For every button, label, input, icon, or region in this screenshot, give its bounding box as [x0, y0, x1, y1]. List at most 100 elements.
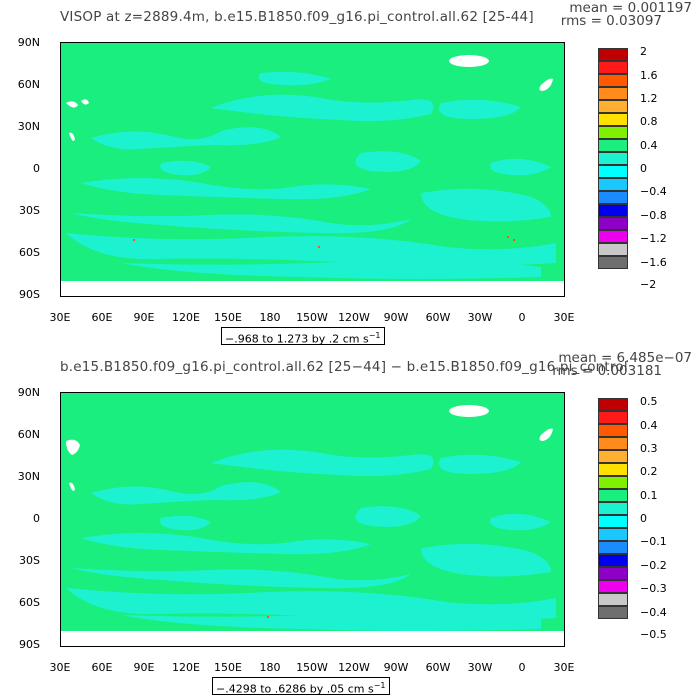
bottom-range-box: −.4298 to .6286 by .05 cm s−1 [212, 677, 390, 696]
top-cbar-label: 2 [640, 45, 647, 58]
lon-label-60w: 60W [425, 311, 451, 324]
lat-label-60s: 60S [19, 246, 40, 259]
lon-label-180: 180 [259, 661, 281, 674]
bottom-cbar-cell [598, 463, 628, 476]
bottom-cbar-cell [598, 528, 628, 541]
top-cbar-cell [598, 87, 628, 100]
lon-label-60e: 60E [91, 311, 113, 324]
bottom-cbar-label: 0.3 [640, 442, 658, 455]
lon-label-120e: 120E [172, 311, 200, 324]
top-cbar-label: 1.2 [640, 92, 658, 105]
bottom-cbar-label: 0.2 [640, 465, 658, 478]
lat-label-30s: 30S [19, 554, 40, 567]
top-cbar-cell [598, 191, 628, 204]
lon-label-30e: 30E [49, 661, 71, 674]
lat-label-30n: 30N [17, 470, 40, 483]
bottom-cbar-cell [598, 580, 628, 593]
bottom-colorbar [598, 398, 628, 619]
bottom-cbar-cell [598, 541, 628, 554]
bottom-cbar-cell [598, 476, 628, 489]
lon-label-90e: 90E [133, 661, 155, 674]
bottom-cbar-label: 0.1 [640, 489, 658, 502]
lon-label-150e: 150E [214, 661, 242, 674]
top-cbar-cell [598, 204, 628, 217]
top-positive-specks [133, 236, 515, 248]
top-map-panel: VISOP at z=2889.4m, b.e15.B1850.f09_g16.… [17, 0, 692, 346]
top-mean-value: mean = 0.001197 [569, 0, 692, 16]
top-range-box: −.968 to 1.273 by .2 cm s−1 [221, 327, 385, 346]
bottom-map-panel: b.e15.B1850.f09_g16.pi_control.all.62 [2… [0, 350, 700, 700]
bottom-cbar-cell [598, 515, 628, 528]
lon-label-150e: 150E [214, 311, 242, 324]
top-negative-patches [66, 71, 556, 279]
lon-label-30w: 30W [467, 661, 493, 674]
lon-label-30w: 30W [467, 311, 493, 324]
lon-label-60e: 60E [91, 661, 113, 674]
lat-label-0: 0 [33, 512, 40, 525]
lon-label-150w: 150W [296, 311, 328, 324]
top-cbar-cell [598, 230, 628, 243]
top-cbar-label: 0 [640, 162, 647, 175]
lat-label-60n: 60N [17, 78, 40, 91]
bottom-cbar-cell [598, 411, 628, 424]
bottom-cbar-cell [598, 489, 628, 502]
lat-label-90s: 90S [19, 638, 40, 651]
lat-label-90n: 90N [17, 386, 40, 399]
bottom-cbar-label: −0.5 [640, 628, 667, 641]
top-cbar-cell [598, 61, 628, 74]
top-cbar-label: 0.8 [640, 115, 658, 128]
top-cbar-label: −0.4 [640, 185, 667, 198]
lon-label-30e-end: 30E [553, 661, 575, 674]
bottom-map-svg [61, 393, 564, 646]
top-colorbar [598, 48, 628, 269]
top-cbar-cell [598, 113, 628, 126]
bottom-cbar-cell [598, 424, 628, 437]
top-rms-value: rms = 0.03097 [560, 13, 662, 29]
bottom-cbar-label: 0 [640, 512, 647, 525]
lon-label-120w: 120W [338, 661, 370, 674]
bottom-land-mask [66, 405, 553, 491]
top-cbar-label: 0.4 [640, 139, 658, 152]
bottom-cbar-label: 0.5 [640, 395, 658, 408]
top-cbar-label: −1.6 [640, 256, 667, 269]
bottom-positive-specks [267, 616, 269, 618]
bottom-cbar-cell [598, 502, 628, 515]
bottom-cbar-label: −0.2 [640, 559, 667, 572]
lat-label-30n: 30N [17, 120, 40, 133]
lon-label-90w: 90W [383, 311, 409, 324]
bottom-cbar-cell [598, 593, 628, 606]
top-cbar-label: −1.2 [640, 232, 667, 245]
lon-label-60w: 60W [425, 661, 451, 674]
lon-label-90w: 90W [383, 661, 409, 674]
top-range-exponent: −1 [368, 331, 381, 340]
top-cbar-cell [598, 243, 628, 256]
bottom-cbar-label: 0.4 [640, 419, 658, 432]
lon-label-120e: 120E [172, 661, 200, 674]
lat-label-0: 0 [33, 162, 40, 175]
lon-label-30e: 30E [49, 311, 71, 324]
top-cbar-label: −0.8 [640, 209, 667, 222]
bottom-cbar-cell [598, 437, 628, 450]
bottom-rms-value: rms = 0.003181 [552, 363, 662, 379]
top-cbar-cell [598, 126, 628, 139]
top-cbar-cell [598, 74, 628, 87]
lat-label-60s: 60S [19, 596, 40, 609]
lon-label-0: 0 [518, 661, 526, 674]
bottom-mean-value: mean = 6.485e−07 [558, 350, 692, 366]
top-range-text: −.968 to 1.273 by .2 cm s [225, 332, 369, 346]
bottom-cbar-label: −0.1 [640, 535, 667, 548]
top-cbar-cell [598, 152, 628, 165]
bottom-cbar-label: −0.4 [640, 606, 667, 619]
top-cbar-cell [598, 100, 628, 113]
top-cbar-cell [598, 178, 628, 191]
top-cbar-label: −2 [640, 278, 657, 291]
bottom-range-exponent: −1 [373, 681, 386, 690]
top-map-svg [61, 43, 564, 296]
bottom-cbar-label: −0.3 [640, 582, 667, 595]
lat-label-30s: 30S [19, 204, 40, 217]
lon-label-120w: 120W [338, 311, 370, 324]
lon-label-180: 180 [259, 311, 281, 324]
bottom-cbar-cell [598, 450, 628, 463]
bottom-range-text: −.4298 to .6286 by .05 cm s [216, 682, 374, 696]
lon-label-90e: 90E [133, 311, 155, 324]
